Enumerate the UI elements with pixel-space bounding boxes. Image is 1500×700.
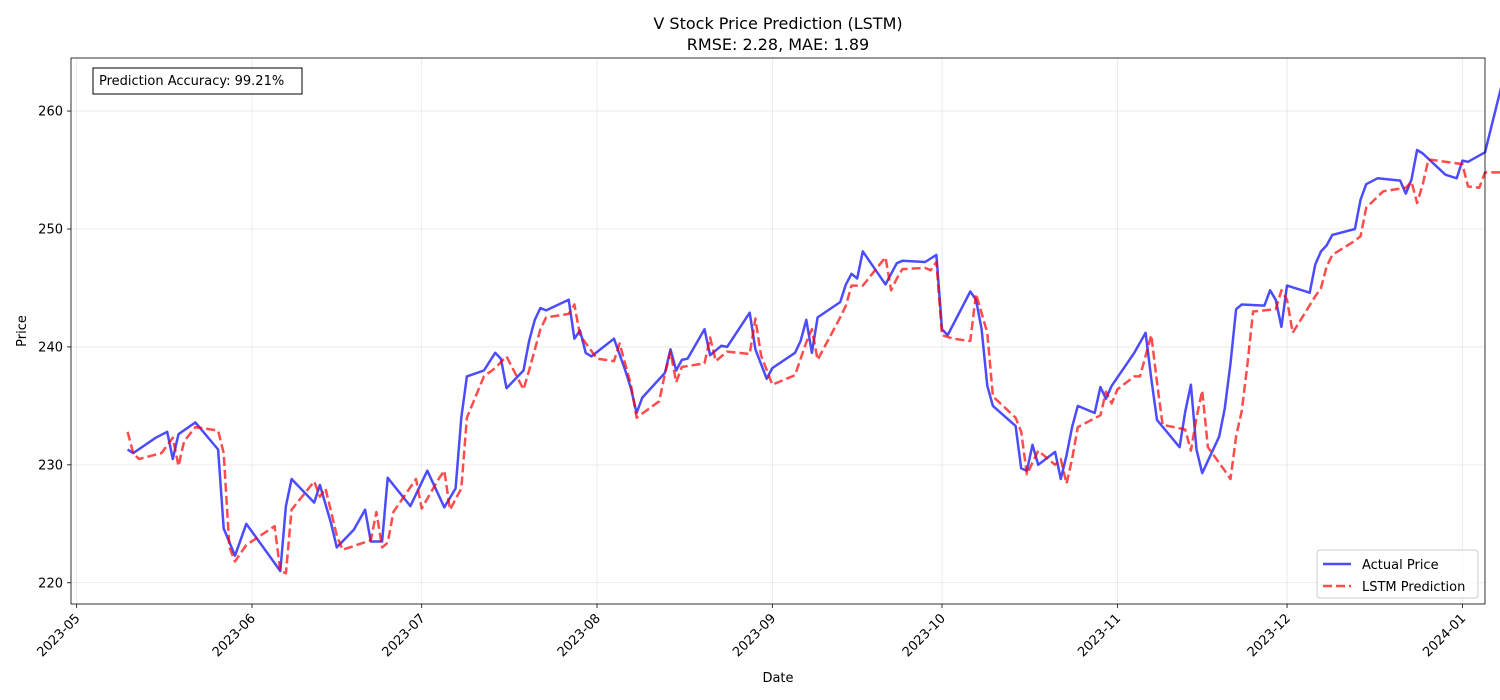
x-tick-label: 2023-09 (730, 611, 779, 660)
accuracy-annotation: Prediction Accuracy: 99.21% (92, 67, 303, 95)
x-tick-label: 2023-05 (34, 611, 83, 660)
lstm-prediction-line (126, 158, 1500, 575)
x-tick-label: 2023-06 (210, 611, 259, 660)
x-tick-label: 2024-01 (1420, 611, 1469, 660)
legend-label-actual: Actual Price (1362, 558, 1439, 573)
y-tick-label: 230 (38, 458, 63, 473)
annotation-box (92, 67, 303, 95)
legend: Actual Price LSTM Prediction (1316, 549, 1479, 599)
series-layer (126, 86, 1500, 575)
chart-subtitle: RMSE: 2.28, MAE: 1.89 (687, 35, 869, 54)
x-tick-label: 2023-07 (379, 611, 428, 660)
y-tick-label: 260 (38, 105, 63, 120)
y-axis: 220 230 240 250 260 (38, 105, 71, 591)
legend-box (1316, 549, 1479, 599)
y-axis-label: Price (15, 315, 30, 347)
x-tick-label: 2023-12 (1245, 611, 1294, 660)
grid-layer (71, 58, 1485, 604)
annotation-text: Prediction Accuracy: 99.21% (99, 74, 284, 89)
y-tick-label: 240 (38, 340, 63, 355)
y-tick-label: 250 (38, 222, 63, 237)
x-tick-label: 2023-11 (1075, 611, 1124, 660)
chart-title: V Stock Price Prediction (LSTM) (653, 14, 902, 33)
x-tick-label: 2023-10 (900, 611, 949, 660)
y-tick-label: 220 (38, 576, 63, 591)
x-axis: 2023-05 2023-06 2023-07 2023-08 2023-09 2023-… (34, 604, 1469, 660)
actual-price-line (126, 86, 1500, 573)
x-tick-label: 2023-08 (555, 611, 604, 660)
legend-label-prediction: LSTM Prediction (1362, 580, 1465, 595)
plot-frame (70, 57, 1486, 605)
x-axis-label: Date (762, 671, 793, 686)
